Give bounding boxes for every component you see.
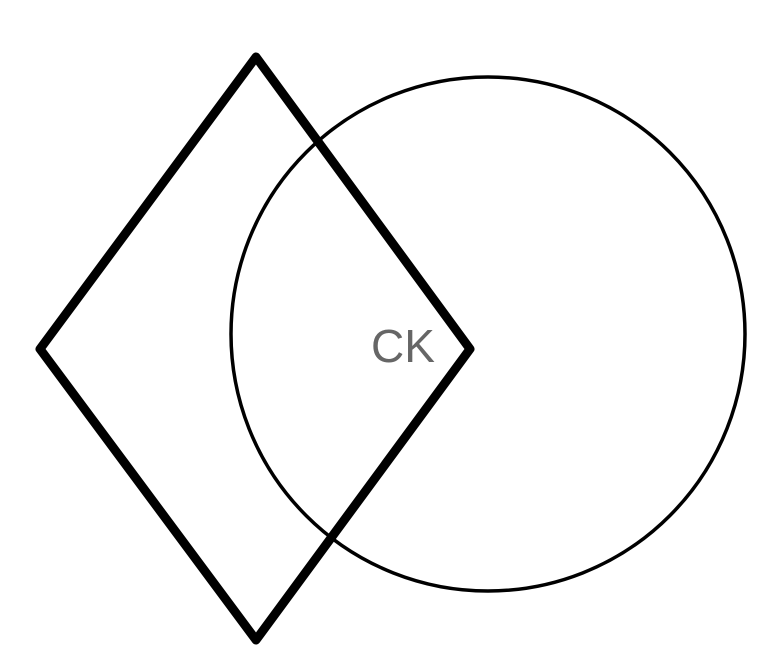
circle-shape (229, 75, 747, 593)
diamond-shape (35, 52, 475, 645)
diagram-label: CK (371, 320, 435, 372)
